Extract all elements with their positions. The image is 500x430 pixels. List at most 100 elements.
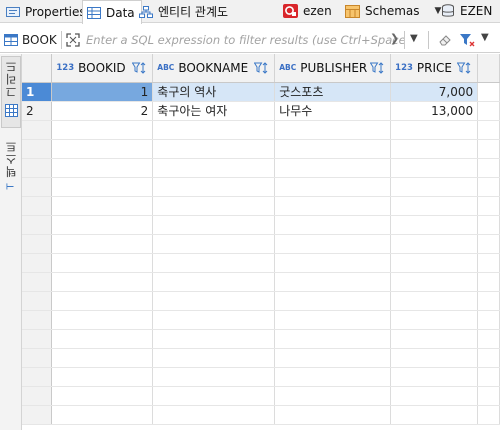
history-dropdown-icon[interactable]: ▼: [410, 33, 418, 44]
cell-price[interactable]: 7,000: [390, 82, 479, 102]
apply-filter-icon[interactable]: [459, 32, 475, 48]
cell-bookid[interactable]: 2: [51, 101, 154, 121]
empty-row-header: [22, 196, 53, 216]
empty-cell: [477, 234, 500, 254]
empty-cell: [390, 329, 479, 349]
cell-bookname[interactable]: 축구아는 여자: [152, 101, 276, 121]
empty-cell: [274, 139, 392, 159]
empty-cell: [390, 234, 479, 254]
empty-cell: [274, 196, 392, 216]
empty-cell: [51, 272, 154, 292]
empty-cell: [390, 253, 479, 273]
tab-er-diagram[interactable]: 엔티티 관계도: [135, 0, 234, 23]
empty-row-header: [22, 253, 53, 273]
empty-row: [22, 139, 500, 159]
column-filter-sort-icon[interactable]: [254, 62, 270, 74]
empty-cell: [274, 120, 392, 140]
table-row[interactable]: 2 2 축구아는 여자 나무수 13,000: [22, 101, 500, 121]
empty-cell: [152, 405, 276, 425]
empty-cell: [274, 310, 392, 330]
eraser-icon[interactable]: [438, 33, 452, 47]
empty-cell: [477, 348, 500, 368]
empty-cell: [390, 120, 479, 140]
numeric-type-icon: 123: [56, 62, 75, 73]
empty-cell: [274, 367, 392, 387]
er-diagram-icon: [139, 5, 153, 18]
filter-dropdown-icon[interactable]: ▼: [481, 32, 489, 43]
empty-cell: [51, 310, 154, 330]
cell-bookname[interactable]: 축구의 역사: [152, 82, 276, 102]
empty-cell: [274, 386, 392, 406]
connection-icon: [283, 4, 298, 18]
empty-cell: [51, 253, 154, 273]
expand-icon[interactable]: [66, 33, 80, 47]
cell-bookid[interactable]: 1: [51, 82, 154, 102]
empty-row: [22, 158, 500, 178]
empty-cell: [390, 272, 479, 292]
filter-expression-input[interactable]: [86, 30, 404, 50]
table-name: BOOK: [22, 33, 57, 47]
cell-publisher[interactable]: 굿스포츠: [274, 82, 392, 102]
empty-cell: [152, 177, 276, 197]
column-name: BOOKNAME: [178, 60, 249, 75]
empty-cell: [390, 139, 479, 159]
tab-data[interactable]: Data: [82, 0, 142, 24]
column-header-price[interactable]: 123 PRICE: [390, 54, 479, 83]
cell-price[interactable]: 13,000: [390, 101, 479, 121]
divider: [404, 31, 405, 49]
numeric-type-icon: 123: [395, 62, 413, 73]
grid-view-label: 그리드: [4, 60, 18, 98]
column-header-filler: [477, 54, 500, 83]
empty-row-header: [22, 329, 53, 349]
empty-cell: [390, 196, 479, 216]
empty-cell: [51, 215, 154, 235]
empty-cell: [152, 310, 276, 330]
schema-selector[interactable]: Schemas ▼: [345, 0, 441, 22]
column-filter-sort-icon[interactable]: [132, 62, 148, 74]
column-header-bookid[interactable]: 123 BOOKID: [51, 54, 154, 83]
empty-cell: [390, 367, 479, 387]
empty-row: [22, 177, 500, 197]
empty-cell: [477, 196, 500, 216]
grid-view-tab[interactable]: 그리드: [1, 56, 21, 128]
empty-row-header: [22, 234, 53, 254]
empty-cell: [152, 158, 276, 178]
row-number[interactable]: 2: [22, 101, 53, 121]
empty-cell: [390, 177, 479, 197]
empty-cell: [152, 329, 276, 349]
empty-cell: [51, 386, 154, 406]
cell-publisher[interactable]: 나무수: [274, 101, 392, 121]
connection-selector[interactable]: ezen: [283, 0, 332, 22]
column-filter-sort-icon[interactable]: [370, 62, 386, 74]
table-row[interactable]: 1 1 축구의 역사 굿스포츠 7,000: [22, 82, 500, 102]
empty-row: [22, 405, 500, 425]
empty-cell: [51, 405, 154, 425]
empty-row-header: [22, 158, 53, 178]
empty-cell: [152, 196, 276, 216]
text-mode-icon: T: [5, 182, 17, 190]
database-selector[interactable]: EZEN: [441, 0, 492, 22]
text-view-tab[interactable]: 텍스트 T: [1, 140, 21, 200]
chevron-right-icon[interactable]: ❯: [390, 32, 400, 45]
empty-row: [22, 196, 500, 216]
view-mode-panel: 그리드 텍스트 T: [0, 54, 22, 430]
empty-row-header: [22, 291, 53, 311]
empty-cell: [390, 158, 479, 178]
column-name: PRICE: [416, 60, 452, 75]
empty-cell: [477, 253, 500, 273]
empty-cell: [152, 234, 276, 254]
empty-cell: [390, 386, 479, 406]
filter-bar: BOOK ❯ ▼ ▼: [0, 27, 500, 53]
row-number[interactable]: 1: [22, 82, 53, 102]
empty-cell: [274, 348, 392, 368]
tab-properties[interactable]: Properties: [2, 0, 92, 23]
empty-cell: [152, 120, 276, 140]
grid-icon: [4, 103, 18, 117]
text-view-label: 텍스트: [4, 140, 18, 178]
column-header-publisher[interactable]: ABC PUBLISHER: [274, 54, 392, 83]
empty-cell: [51, 291, 154, 311]
database-icon: [442, 4, 454, 17]
column-header-bookname[interactable]: ABC BOOKNAME: [152, 54, 276, 83]
column-filter-sort-icon[interactable]: [457, 62, 473, 74]
text-type-icon: ABC: [279, 63, 297, 73]
